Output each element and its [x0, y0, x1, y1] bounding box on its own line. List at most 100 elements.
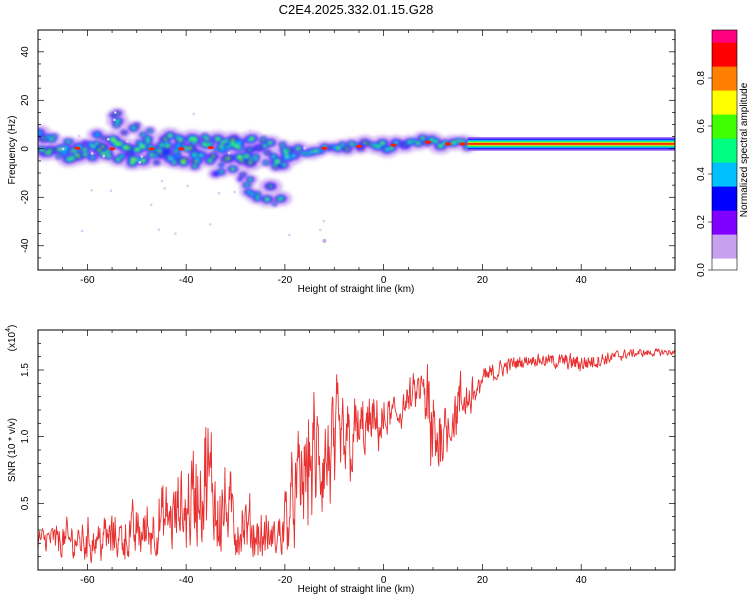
spectrogram-x-tick-label: 40	[576, 275, 588, 286]
spectrogram-blob	[147, 141, 150, 143]
spectrogram-frame	[37, 29, 676, 271]
spectrogram-blob	[236, 140, 243, 145]
spectrogram-blob	[70, 157, 74, 160]
spectrogram-blob	[301, 152, 305, 155]
spectrogram-blob	[287, 148, 292, 152]
spectrogram-blob	[212, 155, 215, 158]
snr-x-tick-label: 40	[576, 575, 588, 586]
spectrogram-blob	[47, 152, 50, 154]
spectrogram-blob	[192, 153, 197, 156]
spectrogram-blob	[178, 139, 181, 142]
spectrogram-blob	[262, 138, 265, 140]
spectrogram-blob	[226, 157, 230, 160]
spectrogram-blob	[91, 156, 94, 159]
spectrogram-peak	[355, 144, 362, 148]
spectrogram-blob	[193, 138, 197, 140]
spectrogram-blob	[199, 154, 203, 157]
spectrogram-speck	[77, 134, 81, 138]
spectrogram-blob	[141, 145, 145, 148]
colorbar-swatch	[712, 82, 737, 87]
spectrogram-blob	[159, 148, 171, 156]
snr-ticks: -60 -40 -20 0 20 40 0.5 1.0 1.5	[20, 329, 675, 586]
spectrogram-blob	[123, 132, 125, 134]
colorbar-swatch	[712, 258, 737, 263]
spectrogram-blob	[220, 145, 223, 148]
colorbar-swatch	[712, 42, 737, 47]
spectrogram-blob	[94, 132, 100, 137]
spectrogram-blob	[185, 148, 188, 150]
spectrogram-blob	[136, 124, 138, 126]
spectrogram-speck	[138, 161, 142, 164]
spectrogram-speck	[157, 228, 161, 232]
spectrogram-blob	[381, 142, 384, 144]
colorbar-swatch	[712, 154, 737, 159]
spectrogram-blob	[255, 158, 257, 160]
spectrogram-blob	[75, 153, 77, 155]
spectrogram-blob	[50, 139, 53, 141]
colorbar-swatch	[712, 214, 737, 219]
colorbar-swatch	[712, 166, 737, 171]
colorbar-swatch	[712, 38, 737, 43]
spectrogram-speck	[192, 112, 196, 116]
spectrogram-blob	[193, 142, 196, 144]
spectrogram-peak	[459, 142, 466, 146]
colorbar-swatch	[712, 118, 737, 123]
spectrogram-blob	[346, 148, 349, 150]
spectrogram-blob	[256, 192, 259, 195]
snr-y-tick-label: 1.0	[20, 429, 31, 443]
spectrogram-blob	[66, 158, 71, 161]
spectrogram-blob	[219, 170, 223, 173]
snr-scale-label: (x104)	[5, 325, 18, 352]
colorbar-swatch	[712, 202, 737, 207]
spectrogram-blob	[452, 141, 455, 144]
spectrogram-blob	[275, 160, 279, 163]
spectrogram-blob	[249, 178, 252, 180]
spectrogram-blob	[205, 144, 209, 147]
spectrogram-blob	[119, 143, 122, 145]
spectrogram-blob	[169, 157, 172, 160]
spectrogram-blob	[174, 149, 178, 152]
spectrogram-blob	[283, 148, 287, 152]
spectrogram-speck	[186, 184, 189, 188]
spectrogram-blob	[64, 147, 67, 149]
spectrogram-blob	[154, 154, 158, 157]
spectrogram-blob	[399, 142, 402, 144]
spectrogram-y-tick-label: 40	[20, 46, 31, 58]
colorbar-swatch	[712, 186, 737, 191]
colorbar-swatch	[712, 138, 737, 143]
spectrogram-blob	[66, 141, 69, 143]
spectrogram-blob	[193, 165, 196, 167]
spectrogram-speck	[288, 233, 291, 237]
spectrogram-blob	[71, 150, 74, 152]
spectrogram-blob	[128, 153, 131, 155]
spectrogram-blob	[248, 161, 252, 164]
spectrogram-blob	[328, 147, 331, 149]
colorbar-frame	[711, 29, 738, 271]
spectrogram-blob	[47, 136, 50, 138]
spectrogram-blob	[61, 150, 68, 155]
colorbar-swatch	[712, 246, 737, 251]
chart-title: C2E4.2025.332.01.15.G28	[279, 2, 434, 17]
spectrogram-blob	[254, 155, 258, 158]
spectrogram-blob	[202, 143, 206, 145]
spectrogram-blob	[106, 150, 109, 153]
spectrogram-blob	[115, 124, 118, 126]
spectrogram-blob	[257, 194, 259, 196]
spectrogram-blob	[142, 134, 145, 136]
spectrogram-blob	[215, 149, 218, 151]
spectrogram-blob	[131, 127, 136, 130]
spectrogram-layer	[40, 112, 473, 205]
spectrogram-speck	[163, 187, 167, 190]
spectrogram-blob	[220, 164, 223, 166]
spectrogram-blob	[283, 164, 286, 166]
spectrogram-blob	[368, 143, 371, 145]
spectrogram-blob	[38, 130, 43, 135]
spectrogram-blob	[240, 159, 243, 162]
spectrogram-blob	[247, 148, 252, 151]
spectrogram-speck	[106, 137, 110, 141]
spectrogram-blob	[188, 147, 192, 149]
spectrogram-blob	[212, 171, 219, 176]
colorbar-swatch	[712, 134, 737, 139]
spectrogram-blob	[179, 138, 183, 141]
spectrogram-speck	[113, 118, 116, 122]
